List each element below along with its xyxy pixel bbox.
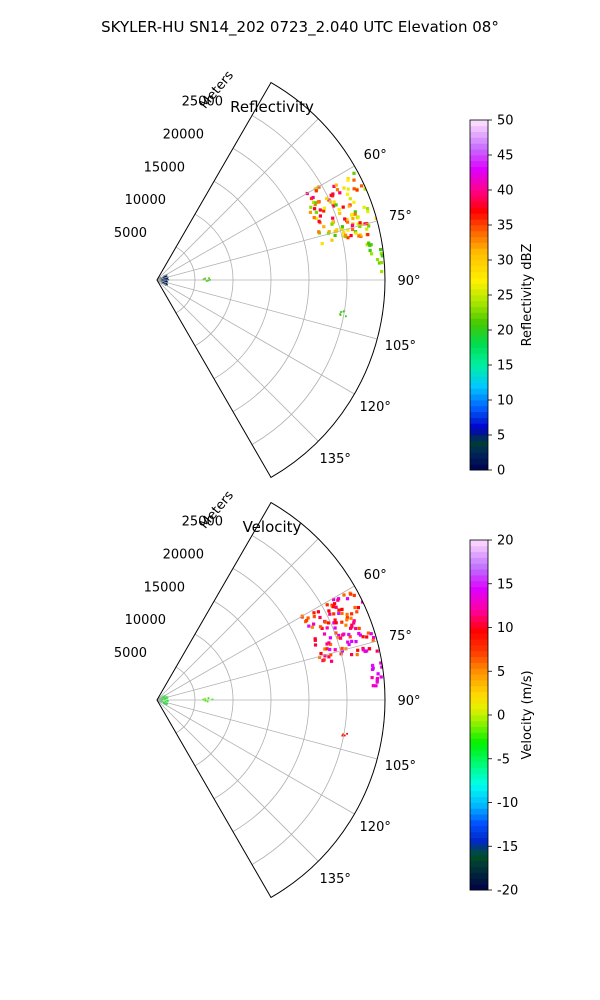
colorbar-tick-label: -15 <box>497 840 518 855</box>
azimuth-tick-label: 135° <box>320 452 351 467</box>
radial-tick-label: 20000 <box>163 547 204 562</box>
chart-panel-2: 500010000150002000025000Meters60°75°90°1… <box>114 488 535 898</box>
azimuth-gridline <box>156 699 319 862</box>
radial-tick-label: 10000 <box>125 613 166 628</box>
radial-tick-label: 25000 <box>182 515 223 530</box>
colorbar-tick-label: 45 <box>497 149 514 164</box>
colorbar-tick-label: 0 <box>497 464 505 479</box>
radial-tick-label: 5000 <box>114 226 147 241</box>
azimuth-tick-label: 135° <box>320 872 351 887</box>
azimuth-tick-label: 105° <box>385 339 416 354</box>
colorbar-label: Velocity (m/s) <box>520 670 535 759</box>
colorbar: -20 -15 -10 -5 0 5 10 15 20 Velocity (m/s) <box>469 534 535 899</box>
colorbar-tick-label: 15 <box>497 577 514 592</box>
panel-title: Reflectivity <box>230 98 314 116</box>
colorbar-tick-label: -10 <box>497 796 518 811</box>
colorbar-tick-label: 15 <box>497 359 514 374</box>
radial-tick-label: 10000 <box>125 193 166 208</box>
colorbar-tick-label: 0 <box>497 709 505 724</box>
figure-suptitle: SKYLER-HU SN14_202 0723_2.040 UTC Elevat… <box>101 18 499 37</box>
colorbar-tick-label: 20 <box>497 534 514 549</box>
echo-region-2 <box>370 661 384 688</box>
azimuth-gridline <box>156 640 378 701</box>
azimuth-gridline <box>156 699 355 815</box>
azimuth-gridline <box>156 585 355 701</box>
azimuth-tick-label: 90° <box>397 694 420 709</box>
echo-region-1 <box>300 591 379 663</box>
colorbar-tick-label: 5 <box>497 665 505 680</box>
azimuth-tick-label: 90° <box>397 274 420 289</box>
colorbar: 0 5 10 15 20 25 30 35 40 45 50 Reflectivity dBZ <box>469 114 535 479</box>
echo-layer <box>157 591 384 737</box>
azimuth-gridline <box>156 538 319 701</box>
echo-region-2 <box>365 241 384 274</box>
azimuth-gridline <box>156 699 378 760</box>
azimuth-tick-label: 75° <box>389 209 412 224</box>
colorbar-tick-label: 50 <box>497 114 514 129</box>
colorbar-tick-label: -20 <box>497 884 518 899</box>
azimuth-tick-label: 120° <box>360 820 391 835</box>
colorbar-tick-label: 5 <box>497 429 505 444</box>
azimuth-gridline <box>156 279 355 395</box>
colorbar-tick-label: 40 <box>497 184 514 199</box>
azimuth-tick-label: 75° <box>389 629 412 644</box>
azimuth-gridline <box>156 220 378 281</box>
echo-region-3 <box>339 310 347 318</box>
azimuth-gridline <box>156 279 319 442</box>
colorbar-tick-label: 30 <box>497 254 514 269</box>
colorbar-label: Reflectivity dBZ <box>520 244 535 347</box>
azimuth-gridline <box>156 118 319 281</box>
colorbar-tick-label: -5 <box>497 752 510 767</box>
radial-tick-label: 20000 <box>163 127 204 142</box>
colorbar-tick-label: 25 <box>497 289 514 304</box>
radial-tick-label: 15000 <box>144 580 185 595</box>
echo-region-3 <box>341 732 348 737</box>
azimuth-gridline <box>156 165 355 281</box>
azimuth-tick-label: 120° <box>360 400 391 415</box>
azimuth-tick-label: 60° <box>364 148 387 163</box>
colorbar-tick-label: 10 <box>497 394 514 409</box>
radial-tick-label: 5000 <box>114 646 147 661</box>
colorbar-tick-label: 35 <box>497 219 514 234</box>
radial-tick-label: 15000 <box>144 160 185 175</box>
colorbar-tick-label: 10 <box>497 621 514 636</box>
sector-frame <box>156 501 386 899</box>
chart-panel-1: 500010000150002000025000Meters60°75°90°1… <box>114 68 535 478</box>
azimuth-tick-label: 105° <box>385 759 416 774</box>
panel-title: Velocity <box>243 518 302 536</box>
sector-frame <box>156 81 386 479</box>
azimuth-tick-label: 60° <box>364 568 387 583</box>
azimuth-gridline <box>156 279 378 340</box>
radial-tick-label: 25000 <box>182 95 223 110</box>
colorbar-tick-label: 20 <box>497 324 514 339</box>
